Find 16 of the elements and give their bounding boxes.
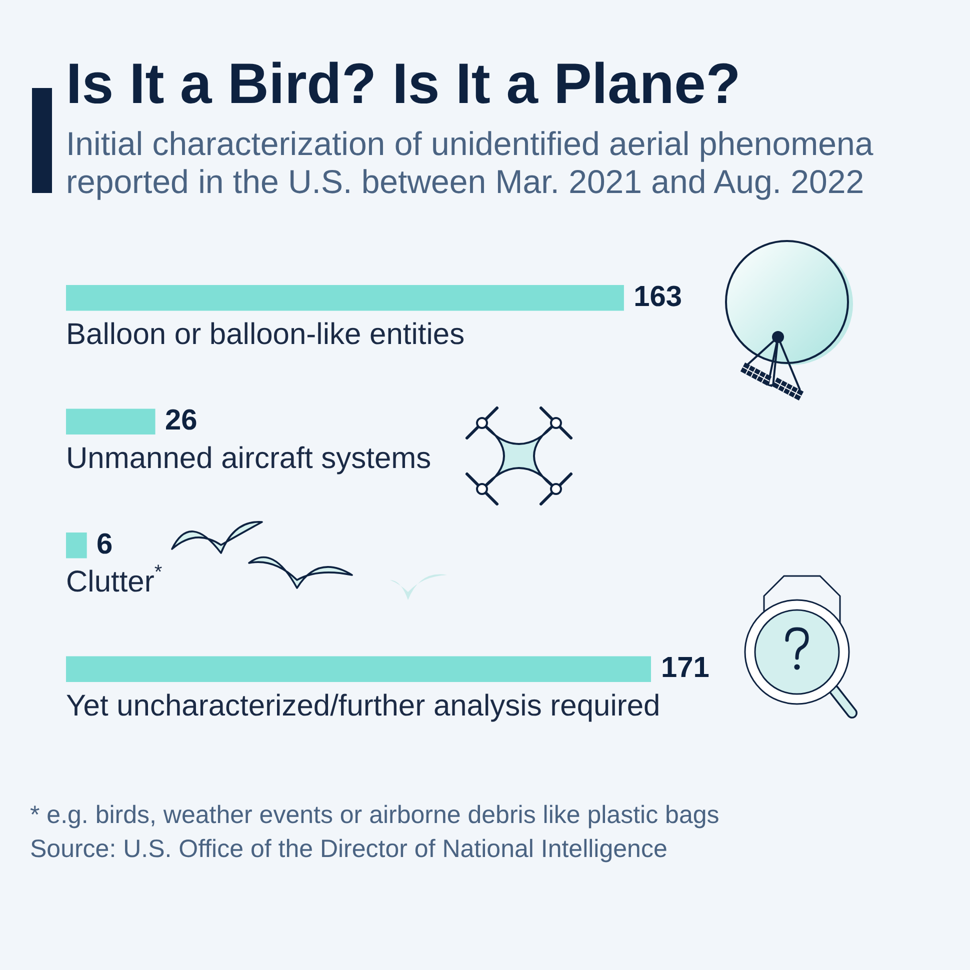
data-label: 26 (164, 404, 198, 437)
bar (66, 656, 651, 682)
chart-subtitle: Initial characterization of unidentified aerial phenomena reported in the U.S. between Mar. 2021 and Aug. 2022 (66, 125, 874, 201)
y-tick-label: Yet uncharacterized/further analysis required (66, 689, 660, 722)
bar (66, 408, 156, 434)
text: * e.g. birds, weather events or airborne debris like plastic bags (30, 800, 720, 831)
y-tick-label: Unmanned aircraft systems (66, 442, 432, 475)
bar (66, 532, 87, 558)
chart-title: Is It a Bird? Is It a Plane? (66, 52, 741, 116)
y-tick-label: Balloon or balloon-like entities (66, 318, 465, 352)
data-label: 6 (96, 528, 113, 560)
data-label: 171 (661, 652, 710, 684)
y-tick-label: Clutter* (66, 561, 162, 599)
source-note: Source: U.S. Office of the Director of National Intelligence (30, 834, 668, 865)
bar (66, 285, 624, 311)
data-label: 163 (634, 280, 682, 313)
